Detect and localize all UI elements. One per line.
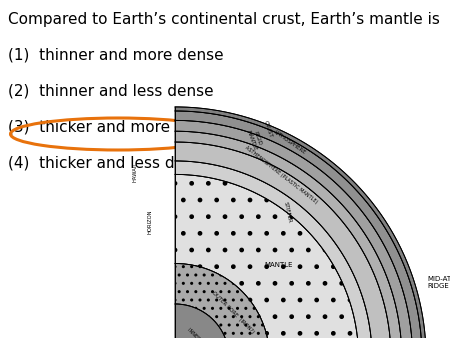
Text: MID-ATLANTIC
RIDGE: MID-ATLANTIC RIDGE bbox=[428, 276, 450, 289]
Text: (2)  thinner and less dense: (2) thinner and less dense bbox=[8, 83, 214, 98]
Text: ASTHENOSPHERE (PLASTIC MANTLE): ASTHENOSPHERE (PLASTIC MANTLE) bbox=[244, 145, 318, 204]
Polygon shape bbox=[175, 131, 402, 338]
Polygon shape bbox=[175, 264, 270, 338]
Text: LITHOSPHERE: LITHOSPHERE bbox=[273, 129, 306, 155]
Text: HORIZON: HORIZON bbox=[148, 210, 153, 234]
Polygon shape bbox=[175, 304, 229, 338]
Text: (3)  thicker and more dense: (3) thicker and more dense bbox=[8, 120, 221, 135]
Text: INNER CORE: INNER CORE bbox=[186, 327, 211, 338]
Polygon shape bbox=[175, 120, 413, 338]
Polygon shape bbox=[175, 111, 422, 338]
Text: CRUST: CRUST bbox=[262, 120, 273, 138]
Text: HAWAII: HAWAII bbox=[132, 163, 138, 182]
Text: MANTLE: MANTLE bbox=[264, 262, 292, 268]
Text: Compared to Earth’s continental crust, Earth’s mantle is: Compared to Earth’s continental crust, E… bbox=[8, 12, 440, 27]
Polygon shape bbox=[175, 161, 372, 338]
Text: (4)  thicker and less dense: (4) thicker and less dense bbox=[8, 156, 211, 171]
Text: (1)  thinner and more dense: (1) thinner and more dense bbox=[8, 48, 224, 63]
Polygon shape bbox=[175, 107, 426, 338]
Text: OUTER CORE  (IRON?): OUTER CORE (IRON?) bbox=[212, 290, 256, 334]
Polygon shape bbox=[175, 142, 391, 338]
Polygon shape bbox=[175, 174, 359, 338]
Text: RIGID
MANTLE: RIGID MANTLE bbox=[246, 128, 263, 152]
Text: STIFFER: STIFFER bbox=[283, 201, 292, 223]
